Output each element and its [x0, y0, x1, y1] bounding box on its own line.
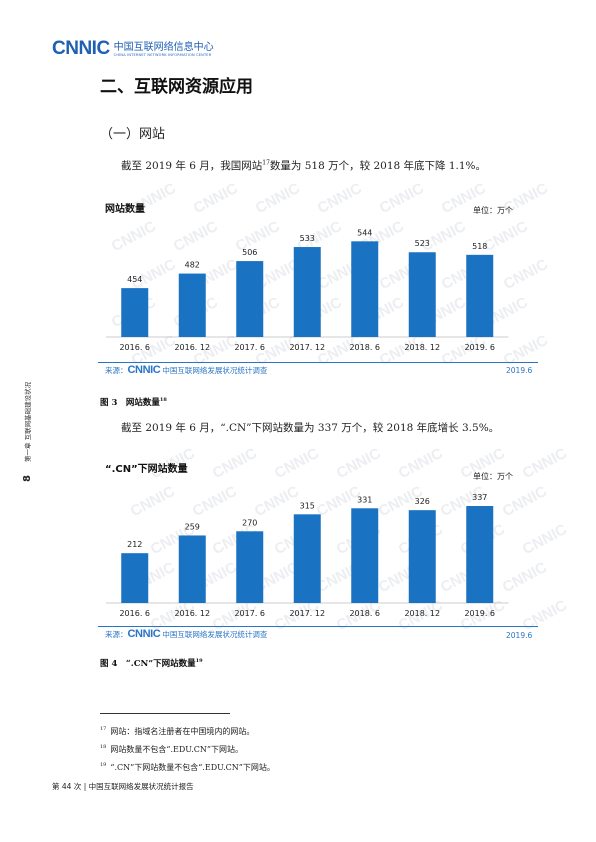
cnnic-logo: CNNIC 中国互联网络信息中心 CHINA INTERNET NETWORK … [52, 38, 214, 60]
chart1-source-label: 来源： [105, 365, 128, 375]
bar-value-label-5: 523 [415, 239, 430, 248]
category-label-4: 2018. 6 [349, 609, 380, 618]
chart1-source-logo: CNNIC [127, 364, 161, 376]
chart2-source-rule [98, 626, 538, 627]
footnote-19-num: 19 [100, 762, 107, 769]
chart1-source-name: 中国互联网络发展状况统计调查 [162, 365, 268, 375]
bar-value-label-0: 212 [127, 540, 142, 549]
category-label-4: 2018. 6 [349, 343, 380, 352]
watermark-mark: CNNIC [272, 444, 323, 483]
watermark-mark: CNNIC [520, 444, 571, 483]
bar-0 [121, 553, 149, 603]
chart2-source-label: 来源： [105, 629, 128, 639]
category-label-0: 2016. 6 [119, 343, 150, 352]
category-label-3: 2017. 12 [289, 343, 325, 352]
chart2-title: “.CN”下网站数量 [105, 464, 188, 475]
footnote-18: 18 网站数量不包含“.EDU.CN”下网站。 [100, 744, 243, 755]
bar-4 [351, 508, 379, 603]
section-title: 二、互联网资源应用 [100, 77, 253, 97]
bar-1 [178, 273, 206, 337]
watermark-mark: CNNIC [190, 179, 241, 218]
category-label-5: 2018. 12 [404, 343, 440, 352]
subsection-title: （一）网站 [100, 127, 166, 142]
category-label-5: 2018. 12 [404, 609, 440, 618]
footnote-19: 19 “.CN”下网站数量不包含“.EDU.CN”下网站。 [100, 762, 275, 773]
p1-pre: 截至 2019 年 6 月，我国网站 [121, 160, 263, 172]
chart2-bars: 212 2016. 6 259 2016. 12 270 2017. 6 315 2017. … [106, 493, 509, 618]
bar-2 [236, 261, 264, 337]
bar-5 [408, 252, 436, 337]
bar-2 [236, 531, 264, 603]
watermark-mark: CNNIC [376, 179, 427, 218]
category-label-2: 2017. 6 [234, 343, 265, 352]
figure3-caption: 图 3 网站数量18 [100, 396, 167, 408]
paragraph-1: 截至 2019 年 6 月，我国网站17数量为 518 万个，较 2018 年底… [121, 158, 486, 173]
bar-3 [293, 247, 321, 337]
footnote-18-text: 网站数量不包含“.EDU.CN”下网站。 [110, 745, 244, 754]
p1-post: 数量为 518 万个，较 2018 年底下降 1.1%。 [269, 160, 487, 172]
side-chapter-title: 第一章 互联网基础建设状况 [24, 381, 32, 462]
watermark-mark: CNNIC [396, 444, 447, 483]
chart1-unit: 单位：万个 [473, 206, 513, 215]
category-label-1: 2016. 12 [174, 343, 210, 352]
page-footer: 第 44 次 | 中国互联网络发展状况统计报告 [52, 782, 194, 791]
chart1-title: 网站数量 [105, 204, 145, 215]
bar-0 [121, 288, 149, 337]
chart2-source-logo: CNNIC [127, 628, 161, 640]
category-label-6: 2019. 6 [464, 343, 495, 352]
bar-value-label-0: 454 [127, 275, 142, 284]
chart1-bars: 454 2016. 6 482 2016. 12 506 2017. 6 533 2017. … [106, 228, 509, 352]
chart2-date: 2019.6 [506, 631, 533, 640]
watermark-mark: CNNIC [314, 179, 365, 218]
category-label-0: 2016. 6 [119, 609, 150, 618]
category-label-6: 2019. 6 [464, 609, 495, 618]
chart1-date: 2019.6 [506, 366, 533, 375]
chart1-source-rule [98, 362, 538, 363]
watermark-mark: CNNIC [252, 179, 303, 218]
bar-value-label-1: 482 [185, 261, 200, 270]
watermark-mark: CNNIC [210, 444, 261, 483]
logo-chinese-name: 中国互联网络信息中心 [113, 41, 214, 53]
bar-6 [466, 254, 494, 337]
figure3-caption-text: 图 3 网站数量 [100, 398, 160, 408]
logo-english-name: CHINA INTERNET NETWORK INFORMATION CENTE… [113, 52, 212, 57]
watermark-mark: CNNIC [334, 444, 385, 483]
bar-value-label-4: 331 [357, 495, 372, 504]
bar-value-label-2: 506 [242, 248, 257, 257]
category-label-1: 2016. 12 [174, 609, 210, 618]
bar-5 [408, 510, 436, 603]
footnote-18-num: 18 [100, 744, 107, 751]
footnote-19-text: “.CN”下网站数量不包含“.EDU.CN”下网站。 [110, 763, 275, 772]
bar-value-label-2: 270 [242, 518, 257, 527]
footnote-17: 17 网站：指域名注册者在中国境内的网站。 [100, 726, 254, 737]
chart2-unit: 单位：万个 [473, 472, 513, 481]
bar-value-label-6: 518 [472, 242, 487, 251]
bar-value-label-4: 544 [357, 228, 372, 237]
footnote-17-num: 17 [100, 726, 107, 733]
category-label-3: 2017. 12 [289, 609, 325, 618]
footnote-ref-18[interactable]: 18 [159, 397, 167, 404]
bar-4 [351, 241, 379, 337]
bar-6 [466, 506, 494, 603]
bar-value-label-6: 337 [472, 493, 487, 502]
side-page-number: 8 [22, 475, 33, 482]
figure4-caption: 图 4 “.CN”下网站数量19 [100, 657, 203, 669]
category-label-2: 2017. 6 [234, 609, 265, 618]
footnote-17-text: 网站：指域名注册者在中国境内的网站。 [110, 727, 255, 736]
bar-1 [178, 535, 206, 603]
chart2-source-name: 中国互联网络发展状况统计调查 [162, 629, 268, 639]
chart1-source: 来源： CNNIC 中国互联网络发展状况统计调查 [105, 364, 267, 376]
logo-mark: CNNIC [52, 38, 110, 59]
paragraph-2: 截至 2019 年 6 月，“.CN”下网站数量为 337 万个，较 2018 … [121, 422, 500, 434]
chart2-source: 来源： CNNIC 中国互联网络发展状况统计调查 [105, 628, 267, 640]
bar-value-label-3: 533 [300, 234, 315, 243]
bar-value-label-3: 315 [300, 501, 315, 510]
bar-value-label-5: 326 [415, 497, 430, 506]
figure4-caption-text: 图 4 “.CN”下网站数量 [100, 659, 196, 669]
footnote-ref-19[interactable]: 19 [195, 658, 203, 665]
footnote-ref-17[interactable]: 17 [262, 159, 270, 167]
bar-3 [293, 514, 321, 603]
bar-value-label-1: 259 [185, 522, 200, 531]
footnote-rule [100, 713, 230, 714]
